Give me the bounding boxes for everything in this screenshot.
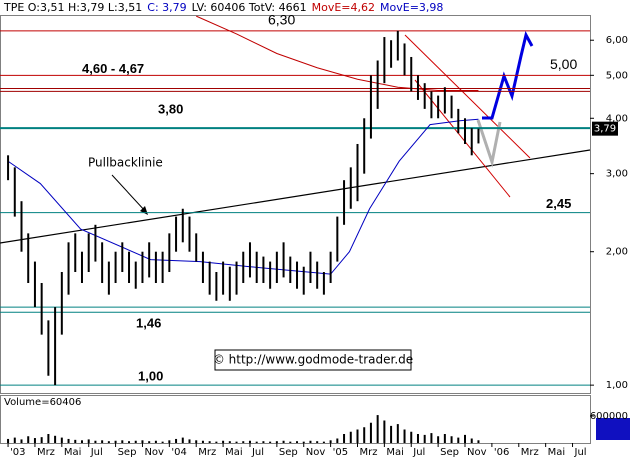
x-tick-label: Nov [467,447,487,458]
copyright-box [214,349,412,371]
header-item: MovE=3,98 [380,1,443,14]
x-tick-label: '03 [10,447,25,458]
y-tick-label: 3,00 [606,169,628,180]
level-label: 1,46 [136,316,161,331]
x-tick-label: '06 [494,447,509,458]
y-tick-label: 5,00 [606,70,628,81]
x-tick-label: Jul [412,447,425,458]
header-item: LV: 60406 TotV: 4661 [192,1,307,14]
level-label: 1,00 [138,369,163,384]
x-tick-label: Sep [279,447,298,458]
header-item: MovE=4,62 [312,1,375,14]
volume-tick-label: 600000 [590,411,628,422]
price-frame [0,15,591,394]
x-tick-label: Jul [574,447,587,458]
y-tick-label: 2,00 [606,247,628,258]
x-tick-label: '05 [333,447,348,458]
x-tick-label: Mai [225,447,243,458]
y-tick-label: 1,00 [606,380,628,391]
header: TPE O:3,51 H:3,79 L:3,51 C: 3,79 LV: 60406… [3,1,443,14]
forecast-down [476,119,502,168]
level-label: 2,45 [546,196,571,211]
y-tick-label: 4,00 [606,113,628,124]
x-tick-label: Nov [144,447,164,458]
level-label: 3,80 [158,102,183,117]
y-tick-label: 6,00 [606,35,628,46]
x-tick-label: Mrz [37,447,55,458]
x-tick-label: Mai [548,447,566,458]
x-tick-label: Mrz [198,447,216,458]
x-tick-label: '04 [171,447,186,458]
copyright: © http://www.godmode-trader.de [213,353,413,367]
moving-average [196,15,479,92]
level-label: 6,30 [268,12,295,28]
x-tick-label: Sep [440,447,459,458]
last-price-tag [592,121,618,136]
volume-indicator [596,418,630,440]
x-tick-label: Jul [90,447,103,458]
x-tick-label: Mrz [521,447,539,458]
x-tick-label: Mai [386,447,404,458]
forecast-up [482,30,534,120]
level-label: 5,00 [550,56,577,72]
volume-frame [0,395,591,444]
level-label: 4,60 - 4,67 [82,61,144,76]
x-tick-label: Jul [251,447,264,458]
header-item: TPE O:3,51 H:3,79 L:3,51 [3,1,142,14]
annotation: Pullbacklinie [88,156,163,170]
last-price-label: 3,79 [594,124,616,135]
x-tick-label: Nov [306,447,326,458]
x-tick-label: Mrz [359,447,377,458]
volume-title: Volume=60406 [4,397,81,408]
header-item: C: 3,79 [147,1,186,14]
x-tick-label: Sep [118,447,137,458]
annotation-arrow [111,174,147,213]
x-tick-label: Mai [64,447,82,458]
channel-line [404,34,531,159]
